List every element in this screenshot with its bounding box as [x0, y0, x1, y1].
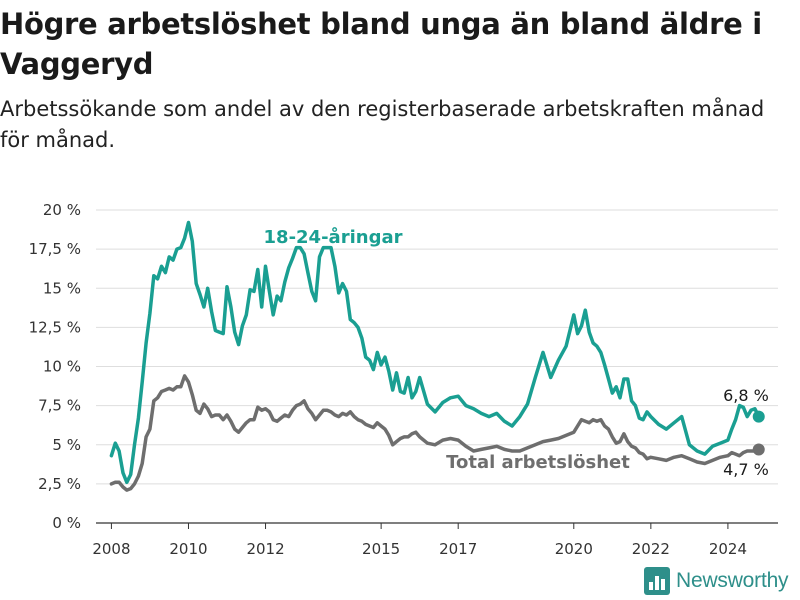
total-series-label: Total arbetslöshet	[446, 452, 630, 473]
x-tick-label: 2008	[92, 540, 130, 558]
y-tick-label: 12,5 %	[29, 318, 81, 336]
y-tick-label: 0 %	[52, 514, 81, 532]
x-tick-label: 2020	[555, 540, 593, 558]
brand-name: Newsworthy	[676, 569, 789, 592]
y-tick-label: 15 %	[43, 279, 81, 297]
total-end-label: 4,7 %	[723, 460, 769, 479]
y-tick-label: 10 %	[43, 358, 81, 376]
total-end-point	[752, 443, 765, 456]
total-series-line	[109, 374, 761, 492]
chart-subtitle: Arbetssökande som andel av den registerb…	[0, 97, 765, 152]
x-tick-label: 2010	[169, 540, 207, 558]
y-tick-label: 17,5 %	[29, 240, 81, 258]
x-tick-label: 2015	[362, 540, 400, 558]
x-tick-label: 2017	[439, 540, 477, 558]
youth-series-line	[109, 220, 761, 485]
y-tick-label: 20 %	[43, 201, 81, 219]
bar-chart-icon	[644, 567, 670, 595]
x-tick-label: 2024	[709, 540, 747, 558]
y-tick-label: 7,5 %	[38, 397, 81, 415]
youth-series-label: 18-24-åringar	[264, 226, 403, 248]
youth-end-label: 6,8 %	[723, 386, 769, 405]
x-tick-label: 2022	[632, 540, 670, 558]
brand-logo: Newsworthy	[644, 566, 789, 596]
y-tick-label: 2,5 %	[38, 475, 81, 493]
y-tick-label: 5 %	[52, 436, 81, 454]
chart-title: Högre arbetslöshet bland unga än bland ä…	[0, 7, 762, 81]
x-tick-label: 2012	[246, 540, 284, 558]
youth-end-point	[752, 410, 765, 423]
